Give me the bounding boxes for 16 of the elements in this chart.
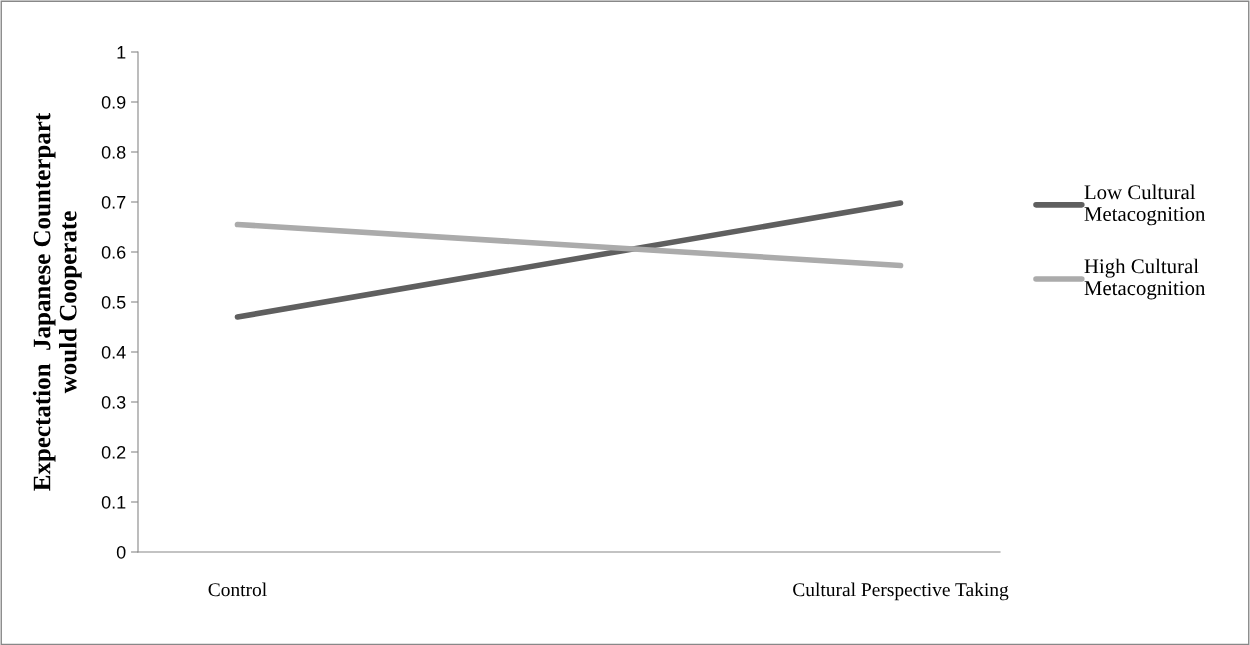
y-tick-label: 0.3 bbox=[101, 395, 126, 409]
y-tick-label: 0.4 bbox=[101, 345, 126, 359]
y-tick-label: 0.8 bbox=[101, 145, 126, 159]
y-tick-label: 0.2 bbox=[101, 445, 126, 459]
y-tick-label: 0.6 bbox=[101, 245, 126, 259]
x-tick-label: Cultural Perspective Taking bbox=[793, 582, 1009, 601]
y-tick-label: 0.9 bbox=[101, 95, 126, 109]
y-tick-label: 0 bbox=[116, 545, 126, 559]
y-axis-title: Expectation Japanese Counterpart would Cooperate bbox=[32, 112, 82, 491]
y-tick-label: 1 bbox=[117, 46, 126, 59]
x-tick-label: Control bbox=[208, 582, 267, 597]
y-tick-label: 0.7 bbox=[101, 195, 126, 209]
legend-label: Low Cultural Metacognition bbox=[1084, 184, 1206, 226]
legend-label: High Cultural Metacognition bbox=[1084, 258, 1206, 300]
y-tick-label: 0.5 bbox=[101, 295, 126, 309]
y-tick-label: 0.1 bbox=[101, 495, 126, 509]
